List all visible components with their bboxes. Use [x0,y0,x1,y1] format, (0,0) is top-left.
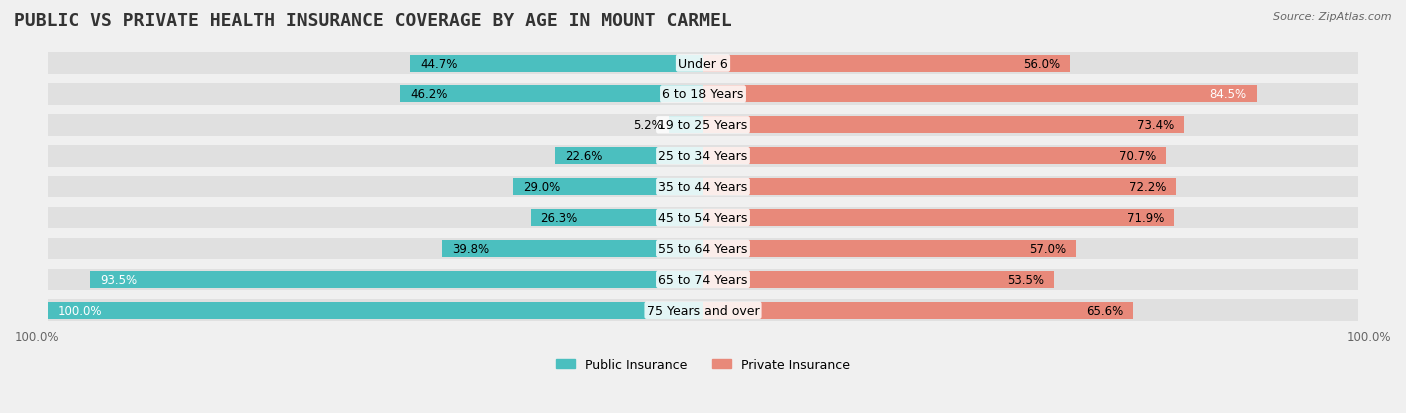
Bar [703,179,1175,196]
Text: 5.2%: 5.2% [633,119,662,132]
Bar [703,240,1077,257]
Bar [703,176,1358,198]
Bar [703,146,1358,167]
Text: 44.7%: 44.7% [420,57,457,70]
Text: 65.6%: 65.6% [1085,304,1123,317]
Text: 84.5%: 84.5% [1209,88,1247,101]
Bar [90,271,703,288]
Bar [48,207,703,229]
Bar [669,117,703,134]
Bar [48,84,703,105]
Text: 72.2%: 72.2% [1129,181,1166,194]
Text: 100.0%: 100.0% [58,304,103,317]
Text: 73.4%: 73.4% [1137,119,1174,132]
Bar [513,179,703,196]
Bar [703,53,1358,75]
Bar [48,269,703,290]
Text: 46.2%: 46.2% [411,88,447,101]
Bar [411,55,703,72]
Text: 57.0%: 57.0% [1029,242,1067,255]
Text: 29.0%: 29.0% [523,181,560,194]
Bar [703,269,1358,290]
Bar [443,240,703,257]
Bar [703,271,1053,288]
Bar [703,209,1174,226]
Text: 45 to 54 Years: 45 to 54 Years [658,211,748,225]
Bar [703,300,1358,321]
Bar [48,115,703,136]
Text: 53.5%: 53.5% [1007,273,1043,286]
Text: 25 to 34 Years: 25 to 34 Years [658,150,748,163]
Bar [401,86,703,103]
Bar [703,117,1184,134]
Bar [703,115,1358,136]
Bar [48,176,703,198]
Bar [48,300,703,321]
Bar [703,148,1166,165]
Text: 22.6%: 22.6% [565,150,602,163]
Text: 26.3%: 26.3% [540,211,578,225]
Text: 56.0%: 56.0% [1024,57,1060,70]
Text: 70.7%: 70.7% [1119,150,1156,163]
Text: Source: ZipAtlas.com: Source: ZipAtlas.com [1274,12,1392,22]
Bar [703,86,1257,103]
Text: 35 to 44 Years: 35 to 44 Years [658,181,748,194]
Text: 65 to 74 Years: 65 to 74 Years [658,273,748,286]
Text: 6 to 18 Years: 6 to 18 Years [662,88,744,101]
Text: 55 to 64 Years: 55 to 64 Years [658,242,748,255]
Text: 93.5%: 93.5% [100,273,138,286]
Text: PUBLIC VS PRIVATE HEALTH INSURANCE COVERAGE BY AGE IN MOUNT CARMEL: PUBLIC VS PRIVATE HEALTH INSURANCE COVER… [14,12,731,30]
Text: 100.0%: 100.0% [1347,330,1391,344]
Bar [530,209,703,226]
Bar [48,146,703,167]
Bar [48,302,703,319]
Bar [703,302,1133,319]
Text: 100.0%: 100.0% [15,330,59,344]
Bar [703,84,1358,105]
Text: 71.9%: 71.9% [1128,211,1164,225]
Legend: Public Insurance, Private Insurance: Public Insurance, Private Insurance [551,353,855,376]
Bar [703,55,1070,72]
Text: Under 6: Under 6 [678,57,728,70]
Bar [48,238,703,260]
Bar [48,53,703,75]
Bar [703,238,1358,260]
Bar [703,207,1358,229]
Bar [555,148,703,165]
Text: 75 Years and over: 75 Years and over [647,304,759,317]
Text: 39.8%: 39.8% [453,242,489,255]
Text: 19 to 25 Years: 19 to 25 Years [658,119,748,132]
